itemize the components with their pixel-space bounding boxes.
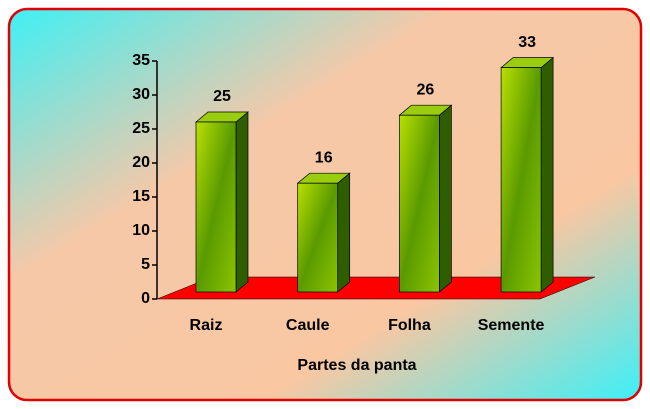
bar-side (235, 111, 249, 293)
y-tick-label: 20 (132, 154, 150, 171)
data-label: 33 (518, 34, 536, 51)
bar-side (540, 56, 554, 293)
x-tick-label: Caule (286, 317, 330, 334)
data-label: 26 (417, 81, 435, 98)
y-tick-label: 30 (132, 86, 150, 103)
bar (398, 104, 453, 293)
bar-front (297, 182, 339, 293)
bar-front (500, 67, 542, 293)
bar (296, 172, 351, 293)
y-tick-label: 25 (132, 120, 150, 137)
bar (195, 111, 249, 293)
y-tick-label: 10 (132, 222, 150, 239)
bar-side (337, 172, 351, 293)
x-axis-title: Partes da panta (297, 357, 416, 374)
data-label: 25 (213, 88, 231, 105)
x-tick-label: Folha (388, 317, 431, 334)
x-tick-label: Semente (478, 317, 545, 334)
y-tick-label: 0 (141, 290, 150, 307)
y-tick-label: 5 (141, 256, 150, 273)
floor (156, 276, 596, 300)
data-label: 16 (315, 149, 333, 166)
bar-front (195, 121, 237, 293)
x-tick-label: Raiz (190, 317, 223, 334)
y-tick-label: 35 (132, 52, 150, 69)
bar-front (399, 114, 440, 293)
bar-side (439, 104, 452, 293)
y-tick-label: 15 (132, 188, 150, 205)
bar (500, 56, 555, 293)
